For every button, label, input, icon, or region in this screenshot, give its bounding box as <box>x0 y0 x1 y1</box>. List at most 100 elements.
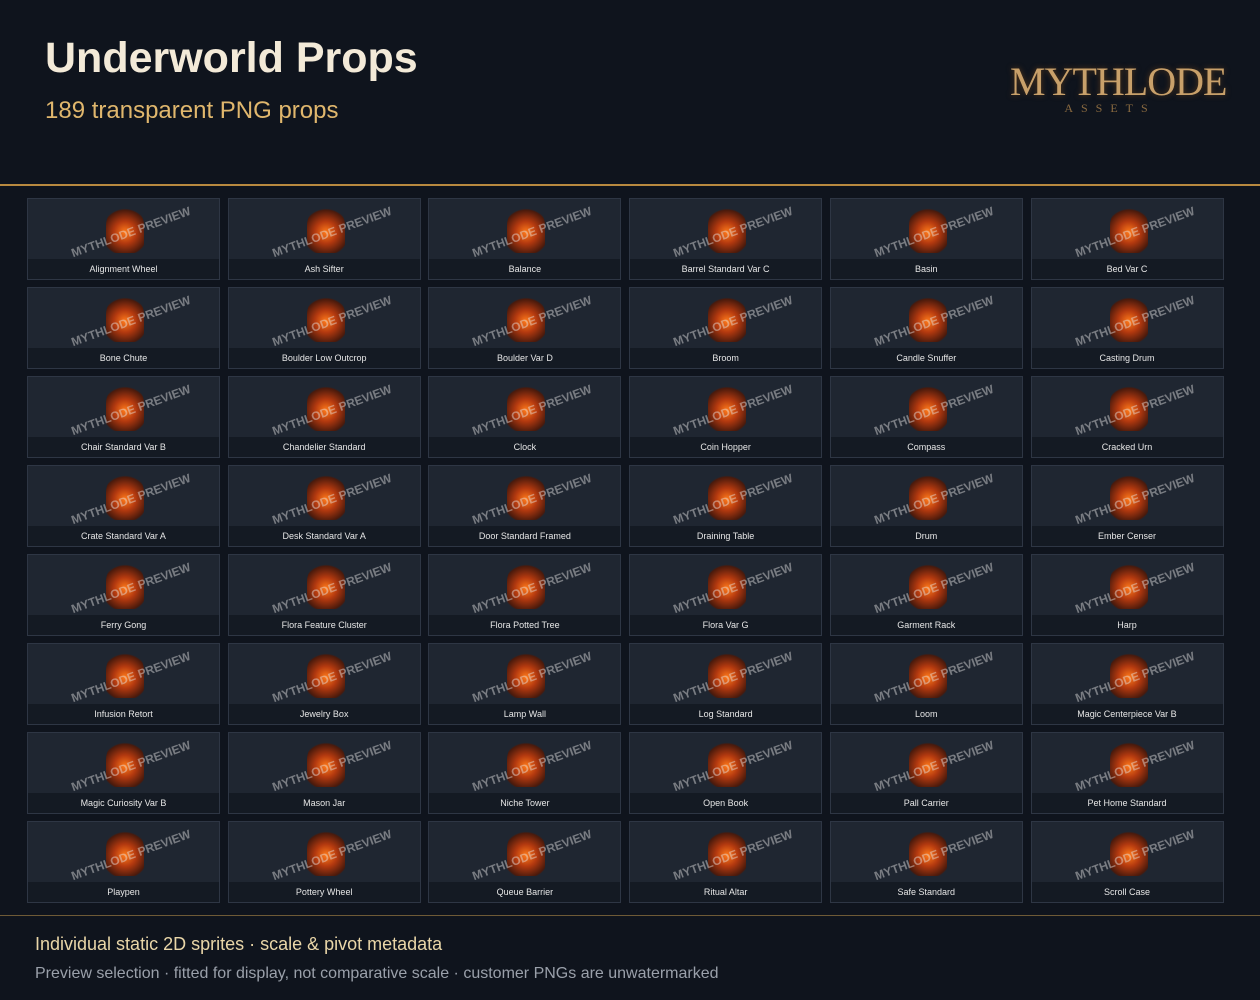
prop-tile: MYTHLODE PREVIEW Ember Censer <box>1030 465 1224 547</box>
prop-tile: MYTHLODE PREVIEW Lamp Wall <box>428 643 622 725</box>
prop-tile: MYTHLODE PREVIEW Cracked Urn <box>1030 376 1224 458</box>
prop-image <box>708 741 747 787</box>
prop-tile: MYTHLODE PREVIEW Drum <box>829 465 1023 547</box>
prop-label: Pet Home Standard <box>1031 793 1223 813</box>
prop-label: Mason Jar <box>228 793 420 813</box>
prop-label: Chandelier Standard <box>228 437 420 457</box>
prop-image <box>507 741 546 787</box>
prop-tile: MYTHLODE PREVIEW Infusion Retort <box>27 643 220 725</box>
logo: MYTHLODE ASSETS <box>1010 58 1227 116</box>
prop-tile: MYTHLODE PREVIEW Flora Var G <box>629 554 823 636</box>
prop-image <box>507 474 546 520</box>
prop-label: Jewelry Box <box>228 704 420 724</box>
prop-image <box>1109 385 1148 431</box>
prop-tile: MYTHLODE PREVIEW Boulder Var D <box>428 287 622 369</box>
prop-tile: MYTHLODE PREVIEW Compass <box>829 376 1023 458</box>
prop-image <box>106 474 144 520</box>
prop-tile: MYTHLODE PREVIEW Safe Standard <box>829 821 1023 903</box>
prop-tile: MYTHLODE PREVIEW Garment Rack <box>829 554 1023 636</box>
prop-image <box>106 652 144 698</box>
prop-label: Playpen <box>28 882 219 902</box>
prop-label: Loom <box>830 704 1022 724</box>
prop-image <box>708 207 747 253</box>
prop-label: Flora Var G <box>630 615 822 635</box>
prop-image <box>306 563 345 609</box>
prop-image <box>106 830 144 876</box>
prop-image <box>507 830 546 876</box>
prop-label: Log Standard <box>630 704 822 724</box>
prop-label: Magic Curiosity Var B <box>28 793 219 813</box>
prop-tile: MYTHLODE PREVIEW Chandelier Standard <box>227 376 421 458</box>
prop-tile: MYTHLODE PREVIEW Pall Carrier <box>829 732 1023 814</box>
prop-tile: MYTHLODE PREVIEW Queue Barrier <box>428 821 622 903</box>
prop-label: Safe Standard <box>830 882 1022 902</box>
prop-tile: MYTHLODE PREVIEW Coin Hopper <box>629 376 823 458</box>
prop-tile: MYTHLODE PREVIEW Ash Sifter <box>227 198 421 280</box>
prop-tile: MYTHLODE PREVIEW Log Standard <box>629 643 823 725</box>
prop-tile: MYTHLODE PREVIEW Candle Snuffer <box>829 287 1023 369</box>
prop-tile: MYTHLODE PREVIEW Ritual Altar <box>629 821 823 903</box>
prop-image <box>908 296 947 342</box>
prop-label: Chair Standard Var B <box>28 437 219 457</box>
prop-label: Pall Carrier <box>830 793 1022 813</box>
title: Underworld Props <box>45 34 418 82</box>
prop-label: Cracked Urn <box>1031 437 1223 457</box>
prop-label: Open Book <box>630 793 822 813</box>
prop-image <box>708 830 747 876</box>
prop-tile: MYTHLODE PREVIEW Clock <box>428 376 622 458</box>
prop-label: Lamp Wall <box>429 704 621 724</box>
prop-label: Niche Tower <box>429 793 621 813</box>
prop-tile: MYTHLODE PREVIEW Ferry Gong <box>27 554 220 636</box>
prop-image <box>708 652 747 698</box>
prop-label: Broom <box>630 348 822 368</box>
logo-tagline: ASSETS <box>1064 101 1156 115</box>
prop-tile: MYTHLODE PREVIEW Harp <box>1030 554 1224 636</box>
prop-image <box>306 652 345 698</box>
prop-tile: MYTHLODE PREVIEW Draining Table <box>629 465 823 547</box>
prop-tile: MYTHLODE PREVIEW Niche Tower <box>428 732 622 814</box>
prop-image <box>306 207 345 253</box>
prop-image <box>708 563 747 609</box>
subtitle: 189 transparent PNG props <box>45 97 339 124</box>
prop-image <box>908 652 947 698</box>
prop-label: Casting Drum <box>1031 348 1223 368</box>
prop-image <box>507 385 546 431</box>
prop-tile: MYTHLODE PREVIEW Magic Centerpiece Var B <box>1030 643 1224 725</box>
prop-label: Flora Potted Tree <box>429 615 621 635</box>
prop-label: Candle Snuffer <box>830 348 1022 368</box>
divider <box>0 915 1260 916</box>
prop-tile: MYTHLODE PREVIEW Pottery Wheel <box>227 821 421 903</box>
prop-image <box>908 385 947 431</box>
prop-tile: MYTHLODE PREVIEW Mason Jar <box>227 732 421 814</box>
prop-label: Boulder Low Outcrop <box>228 348 420 368</box>
prop-image <box>708 474 747 520</box>
prop-label: Scroll Case <box>1031 882 1223 902</box>
prop-image <box>1109 296 1148 342</box>
prop-label: Queue Barrier <box>429 882 621 902</box>
prop-tile: MYTHLODE PREVIEW Door Standard Framed <box>428 465 622 547</box>
divider <box>0 184 1260 186</box>
prop-label: Draining Table <box>630 526 822 546</box>
logo-name: MYTHLODE <box>1010 59 1227 104</box>
prop-image <box>306 296 345 342</box>
prop-label: Garment Rack <box>830 615 1022 635</box>
prop-image <box>507 652 546 698</box>
prop-image <box>1109 474 1148 520</box>
prop-tile: MYTHLODE PREVIEW Basin <box>829 198 1023 280</box>
footer-note: Preview selection · fitted for display, … <box>35 965 719 982</box>
prop-label: Coin Hopper <box>630 437 822 457</box>
prop-label: Desk Standard Var A <box>228 526 420 546</box>
prop-image <box>908 830 947 876</box>
prop-image <box>908 207 947 253</box>
prop-tile: MYTHLODE PREVIEW Magic Curiosity Var B <box>27 732 220 814</box>
prop-tile: MYTHLODE PREVIEW Balance <box>428 198 622 280</box>
prop-image <box>708 385 747 431</box>
prop-tile: MYTHLODE PREVIEW Chair Standard Var B <box>27 376 220 458</box>
prop-label: Bone Chute <box>28 348 219 368</box>
prop-tile: MYTHLODE PREVIEW Alignment Wheel <box>27 198 220 280</box>
prop-label: Basin <box>830 259 1022 279</box>
prop-label: Infusion Retort <box>28 704 219 724</box>
prop-image <box>1109 652 1148 698</box>
prop-tile: MYTHLODE PREVIEW Jewelry Box <box>227 643 421 725</box>
